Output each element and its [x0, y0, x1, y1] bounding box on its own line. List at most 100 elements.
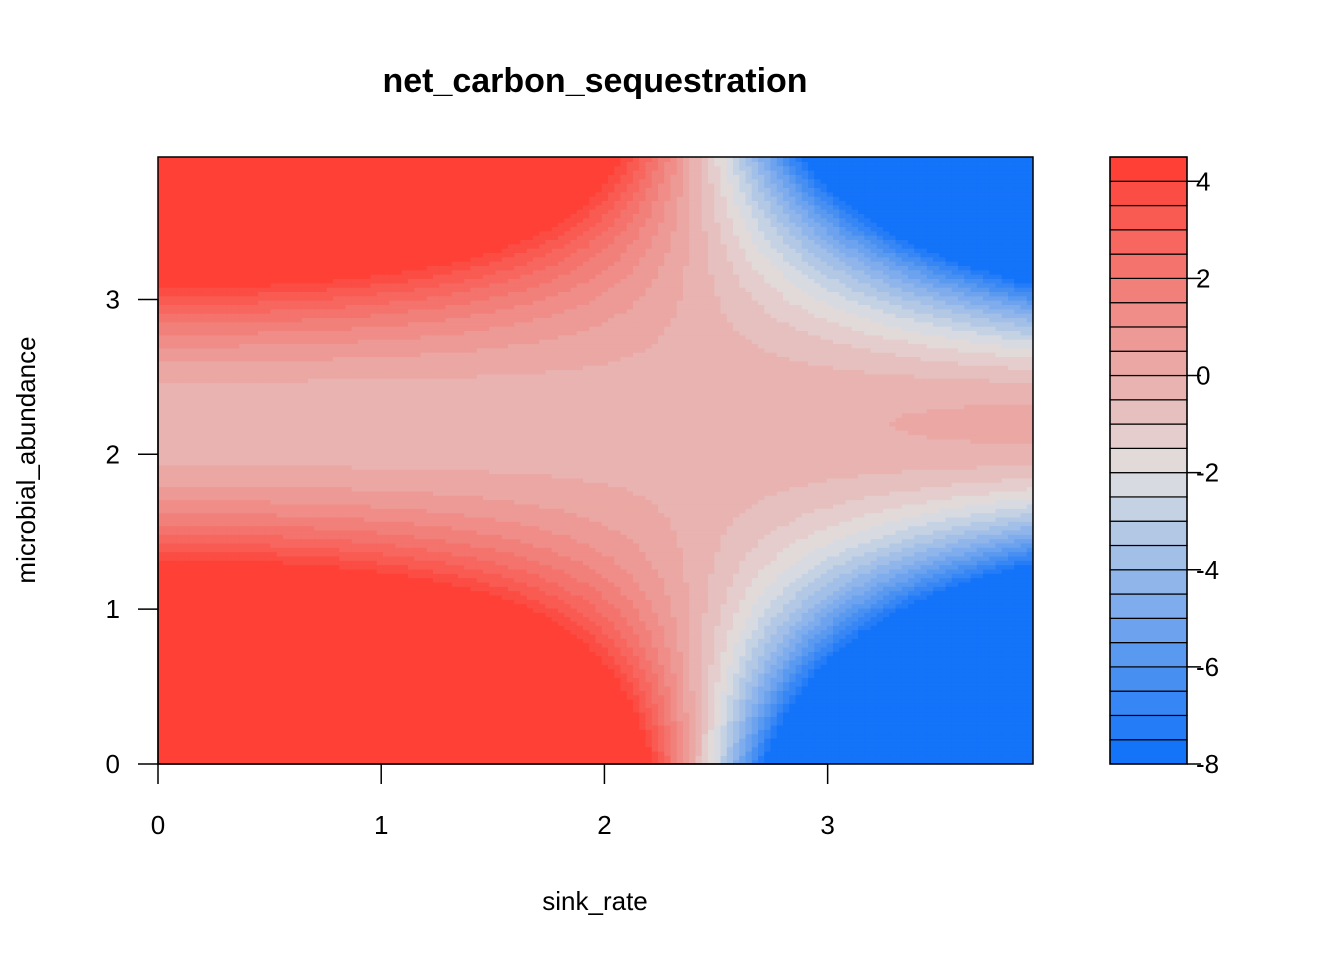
contour-cell — [214, 672, 222, 678]
contour-cell — [720, 694, 728, 700]
contour-cell — [545, 685, 553, 691]
contour-cell — [576, 724, 584, 730]
contour-cell — [689, 638, 697, 644]
contour-cell — [926, 703, 934, 709]
contour-cell — [358, 677, 365, 683]
contour-cell — [664, 746, 672, 752]
contour-cell — [958, 690, 965, 696]
contour-cell — [645, 742, 653, 748]
contour-cell — [458, 703, 465, 709]
contour-cell — [826, 742, 834, 748]
contour-cell — [683, 646, 690, 652]
contour-cell — [858, 642, 865, 648]
contour-cell — [758, 629, 765, 635]
contour-cell — [214, 664, 222, 670]
contour-cell — [564, 607, 572, 613]
contour-cell — [689, 755, 697, 761]
contour-cell — [433, 720, 440, 726]
contour-cell — [326, 742, 334, 748]
contour-cell — [501, 642, 509, 648]
contour-cell — [301, 729, 309, 735]
contour-cell — [208, 616, 215, 622]
contour-cell — [845, 737, 853, 743]
contour-cell — [326, 759, 334, 764]
contour-cell — [933, 698, 940, 704]
contour-cell — [664, 612, 672, 618]
contour-cell — [283, 759, 290, 764]
contour-cell — [764, 677, 772, 683]
contour-cell — [651, 750, 659, 756]
contour-cell — [1008, 742, 1015, 748]
contour-cell — [501, 607, 509, 613]
contour-cell — [808, 703, 815, 709]
contour-cell — [708, 703, 715, 709]
contour-cell — [589, 677, 597, 683]
contour-cell — [958, 707, 965, 713]
contour-cell — [733, 746, 740, 752]
contour-cell — [595, 755, 603, 761]
contour-cell — [520, 668, 528, 674]
contour-cell — [258, 755, 265, 761]
contour-cell — [195, 607, 203, 613]
contour-cell — [239, 720, 247, 726]
contour-cell — [420, 633, 428, 639]
contour-cell — [933, 659, 940, 665]
contour-cell — [908, 633, 915, 639]
contour-cell — [676, 655, 684, 661]
contour-cell — [895, 694, 903, 700]
contour-cell — [601, 733, 609, 739]
contour-cell — [470, 724, 478, 730]
contour-cell — [945, 616, 953, 622]
contour-cell — [426, 746, 434, 752]
contour-cell — [420, 707, 428, 713]
contour-cell — [320, 742, 328, 748]
contour-cell — [414, 677, 422, 683]
contour-cell — [826, 633, 834, 639]
contour-cell — [895, 737, 903, 743]
contour-cell — [551, 720, 559, 726]
contour-cell — [220, 625, 228, 631]
contour-cell — [458, 646, 465, 652]
contour-cell — [501, 659, 509, 665]
contour-cell — [820, 755, 828, 761]
contour-cell — [258, 625, 265, 631]
contour-cell — [283, 742, 290, 748]
contour-cell — [720, 625, 728, 631]
contour-cell — [326, 716, 334, 722]
contour-cell — [833, 642, 840, 648]
contour-cell — [189, 607, 197, 613]
contour-cell — [626, 625, 634, 631]
contour-cell — [745, 642, 753, 648]
contour-cell — [445, 668, 453, 674]
contour-cell — [514, 638, 522, 644]
contour-cell — [558, 729, 565, 735]
contour-cell — [814, 729, 822, 735]
contour-cell — [901, 690, 909, 696]
contour-cell — [701, 733, 709, 739]
contour-cell — [626, 616, 634, 622]
contour-cell — [826, 694, 834, 700]
contour-cell — [501, 724, 509, 730]
contour-cell — [508, 733, 515, 739]
contour-cell — [908, 659, 915, 665]
contour-cell — [526, 664, 534, 670]
contour-cell — [576, 672, 584, 678]
contour-cell — [158, 750, 165, 756]
contour-cell — [808, 664, 815, 670]
contour-cell — [183, 729, 190, 735]
contour-cell — [258, 716, 265, 722]
contour-cell — [551, 677, 559, 683]
contour-cell — [189, 750, 197, 756]
contour-cell — [858, 729, 865, 735]
contour-cell — [695, 664, 703, 670]
contour-cell — [676, 720, 684, 726]
contour-cell — [239, 694, 247, 700]
contour-cell — [264, 737, 272, 743]
contour-cell — [614, 746, 622, 752]
contour-cell — [320, 755, 328, 761]
contour-cell — [645, 620, 653, 626]
contour-cell — [245, 698, 253, 704]
contour-cell — [664, 633, 672, 639]
contour-cell — [739, 659, 747, 665]
contour-cell — [439, 711, 447, 717]
